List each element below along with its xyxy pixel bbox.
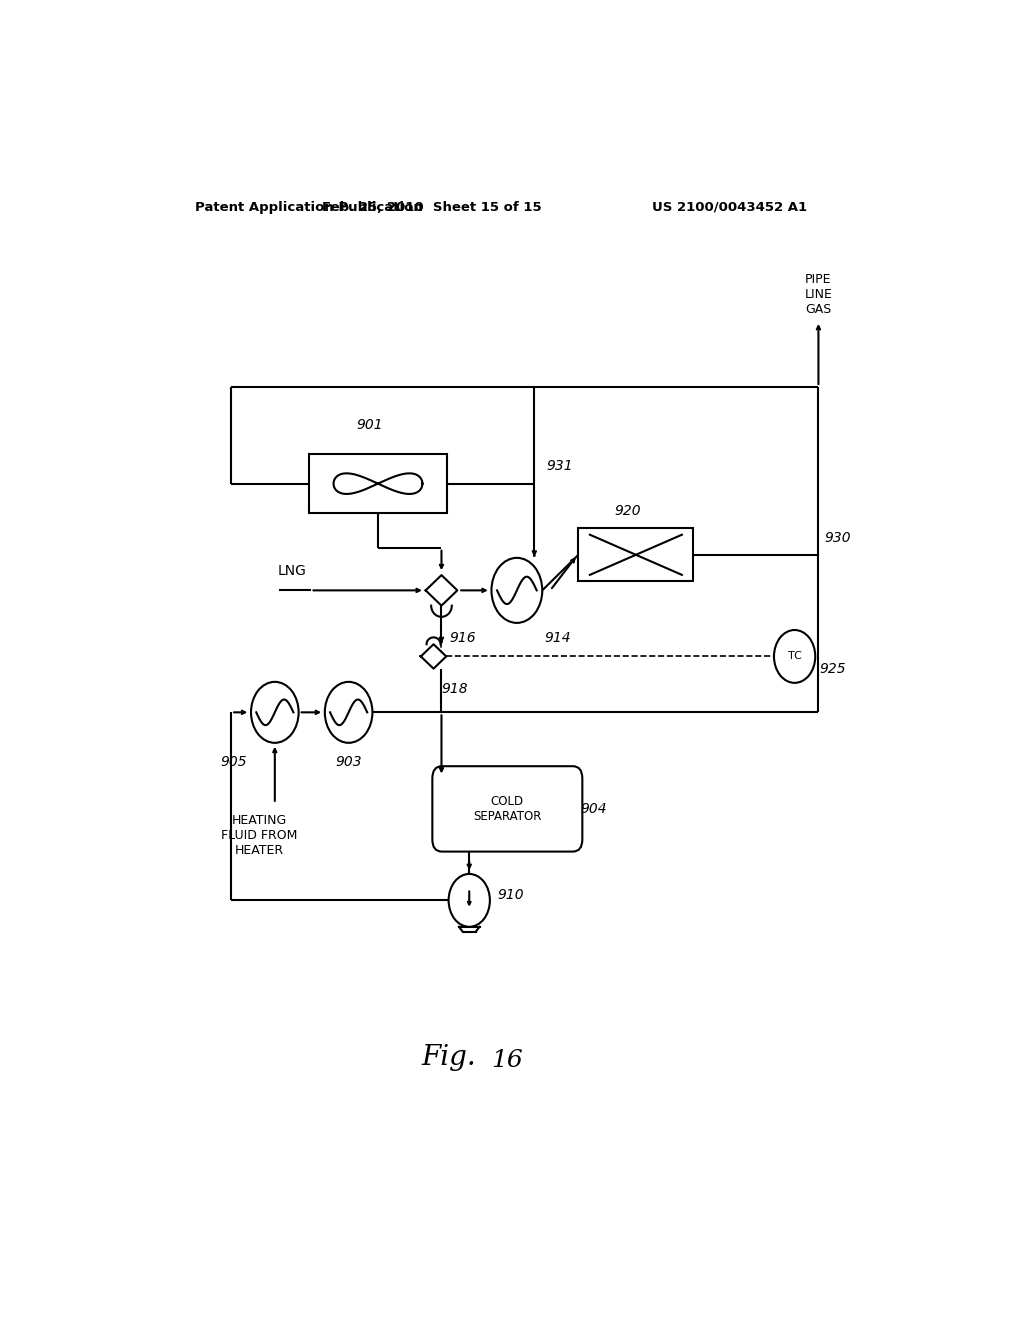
Text: Feb. 25, 2010  Sheet 15 of 15: Feb. 25, 2010 Sheet 15 of 15 (323, 201, 542, 214)
Circle shape (492, 558, 543, 623)
Text: 903: 903 (335, 755, 361, 770)
Text: 914: 914 (545, 631, 571, 645)
Text: LNG: LNG (278, 564, 306, 578)
Text: 931: 931 (546, 459, 572, 474)
Text: TC: TC (787, 652, 802, 661)
Circle shape (325, 682, 373, 743)
FancyBboxPatch shape (308, 454, 447, 513)
Text: 901: 901 (356, 418, 383, 432)
Text: 904: 904 (581, 801, 607, 816)
Circle shape (774, 630, 815, 682)
Circle shape (251, 682, 299, 743)
Text: 925: 925 (819, 661, 846, 676)
Text: PIPE
LINE
GAS: PIPE LINE GAS (805, 273, 833, 315)
Polygon shape (426, 576, 458, 606)
Text: 910: 910 (498, 888, 524, 903)
FancyBboxPatch shape (579, 528, 693, 581)
Text: US 2100/0043452 A1: US 2100/0043452 A1 (652, 201, 807, 214)
Text: HEATING
FLUID FROM
HEATER: HEATING FLUID FROM HEATER (221, 814, 297, 857)
Polygon shape (421, 644, 446, 669)
Circle shape (449, 874, 489, 927)
Text: 920: 920 (614, 504, 641, 519)
Text: COLD
SEPARATOR: COLD SEPARATOR (473, 795, 542, 822)
Text: 918: 918 (441, 682, 468, 696)
Text: Fig.: Fig. (422, 1044, 476, 1072)
Text: Patent Application Publication: Patent Application Publication (196, 201, 423, 214)
FancyBboxPatch shape (432, 766, 583, 851)
Text: 930: 930 (824, 531, 851, 545)
Text: 916: 916 (450, 631, 476, 645)
Text: 905: 905 (220, 755, 247, 770)
Text: 16: 16 (492, 1049, 523, 1072)
